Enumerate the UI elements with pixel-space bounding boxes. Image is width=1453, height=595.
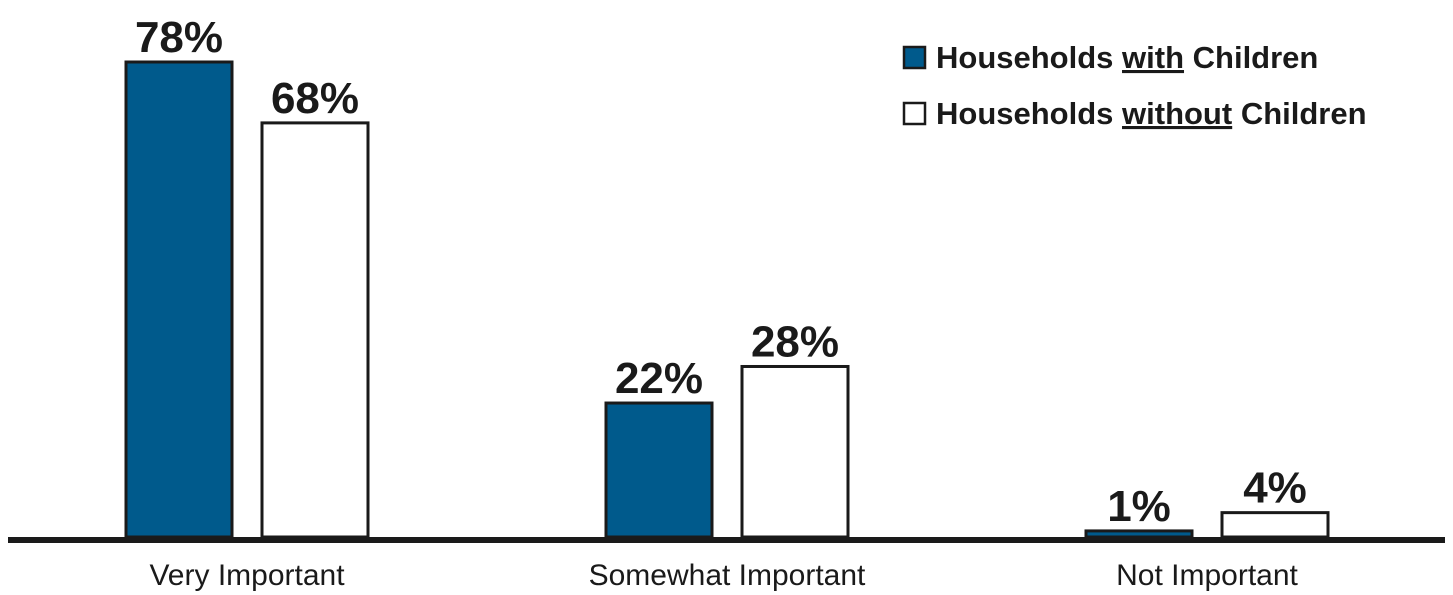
value-label-very-important-without-children: 68%	[271, 74, 359, 123]
bar-very-important-with-children	[124, 60, 234, 539]
category-label-somewhat-important: Somewhat Important	[589, 559, 866, 592]
legend-swatch-without-children	[902, 101, 927, 126]
value-label-not-important-with-children: 1%	[1107, 482, 1171, 531]
value-label-somewhat-important-with-children: 22%	[615, 354, 703, 403]
bar-somewhat-important-without-children	[740, 364, 850, 539]
value-label-very-important-with-children: 78%	[135, 13, 223, 62]
bar-very-important-without-children	[260, 121, 370, 539]
bar-not-important-without-children	[1220, 511, 1330, 539]
legend: Households with Children Households with…	[902, 40, 1367, 131]
value-labels-group: 78% 68% 22% 28% 1% 4%	[135, 13, 1307, 531]
category-label-very-important: Very Important	[149, 559, 345, 592]
value-label-somewhat-important-without-children: 28%	[751, 317, 839, 366]
legend-label-with-children: Households with Children	[936, 40, 1318, 75]
category-label-not-important: Not Important	[1116, 559, 1298, 592]
category-labels-group: Very Important Somewhat Important Not Impo…	[149, 559, 1298, 592]
legend-label-without-children: Households without Children	[936, 96, 1367, 131]
bars-group	[124, 60, 1330, 539]
legend-item-with-children: Households with Children	[902, 40, 1318, 75]
bar-not-important-with-children	[1084, 529, 1194, 539]
bar-somewhat-important-with-children	[604, 401, 714, 539]
legend-swatch-with-children	[902, 45, 927, 70]
value-label-not-important-without-children: 4%	[1243, 464, 1307, 513]
legend-item-without-children: Households without Children	[902, 96, 1367, 131]
